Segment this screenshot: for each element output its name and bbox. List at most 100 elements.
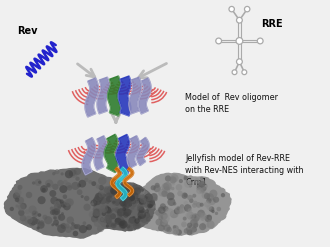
- Circle shape: [76, 224, 81, 229]
- Polygon shape: [116, 167, 127, 201]
- Circle shape: [123, 208, 131, 216]
- Circle shape: [135, 200, 139, 204]
- Circle shape: [144, 212, 150, 218]
- Circle shape: [54, 201, 60, 206]
- Circle shape: [115, 187, 122, 194]
- Circle shape: [119, 221, 123, 226]
- Circle shape: [77, 184, 81, 187]
- Circle shape: [73, 231, 78, 236]
- Circle shape: [118, 188, 122, 192]
- Circle shape: [100, 218, 104, 221]
- Circle shape: [53, 204, 61, 211]
- Circle shape: [37, 222, 45, 229]
- Circle shape: [106, 218, 112, 224]
- Circle shape: [94, 196, 100, 202]
- Circle shape: [91, 215, 98, 223]
- Circle shape: [129, 188, 135, 194]
- Circle shape: [173, 202, 176, 206]
- Circle shape: [64, 199, 71, 206]
- Circle shape: [193, 201, 198, 205]
- Circle shape: [186, 226, 191, 232]
- Circle shape: [145, 209, 149, 213]
- Circle shape: [66, 198, 74, 206]
- Circle shape: [146, 196, 150, 200]
- Circle shape: [161, 183, 170, 191]
- Circle shape: [171, 210, 179, 218]
- Circle shape: [95, 193, 102, 200]
- Circle shape: [138, 186, 142, 190]
- Circle shape: [118, 189, 125, 196]
- Circle shape: [206, 193, 214, 201]
- Circle shape: [190, 218, 198, 226]
- Circle shape: [84, 196, 89, 201]
- Circle shape: [213, 197, 219, 203]
- Circle shape: [131, 192, 139, 200]
- Circle shape: [106, 196, 113, 202]
- Circle shape: [161, 214, 170, 223]
- Circle shape: [53, 220, 59, 226]
- Circle shape: [98, 192, 104, 198]
- Circle shape: [209, 206, 215, 212]
- Circle shape: [132, 202, 137, 207]
- Circle shape: [114, 196, 120, 202]
- Circle shape: [169, 176, 177, 184]
- Circle shape: [145, 198, 148, 202]
- Circle shape: [182, 223, 186, 227]
- Circle shape: [160, 212, 168, 220]
- Circle shape: [127, 194, 135, 202]
- Circle shape: [70, 226, 75, 230]
- Circle shape: [105, 214, 112, 222]
- Circle shape: [176, 184, 182, 191]
- Circle shape: [199, 223, 206, 230]
- Circle shape: [209, 216, 212, 219]
- Circle shape: [148, 204, 151, 208]
- Circle shape: [151, 193, 158, 200]
- Circle shape: [53, 208, 60, 215]
- Polygon shape: [4, 168, 132, 238]
- Circle shape: [189, 229, 194, 234]
- Circle shape: [103, 193, 106, 197]
- Circle shape: [121, 192, 125, 197]
- Circle shape: [60, 223, 67, 229]
- Circle shape: [38, 213, 41, 217]
- Circle shape: [202, 186, 207, 191]
- Circle shape: [135, 223, 141, 229]
- Circle shape: [145, 194, 153, 201]
- Circle shape: [110, 184, 114, 187]
- Circle shape: [124, 196, 132, 203]
- Circle shape: [114, 207, 119, 212]
- Circle shape: [150, 193, 157, 201]
- Circle shape: [107, 191, 111, 196]
- Circle shape: [161, 191, 168, 197]
- Circle shape: [69, 169, 78, 178]
- Circle shape: [65, 182, 71, 188]
- Circle shape: [105, 206, 111, 213]
- Circle shape: [98, 177, 107, 185]
- Circle shape: [105, 216, 109, 221]
- Circle shape: [136, 198, 143, 206]
- Circle shape: [106, 213, 113, 220]
- Circle shape: [200, 215, 206, 221]
- Circle shape: [158, 207, 163, 211]
- Circle shape: [121, 200, 130, 209]
- Circle shape: [207, 205, 212, 210]
- Circle shape: [160, 219, 168, 227]
- Circle shape: [126, 192, 135, 201]
- Circle shape: [57, 224, 66, 233]
- Circle shape: [158, 189, 166, 197]
- Circle shape: [118, 219, 125, 226]
- Circle shape: [121, 226, 125, 229]
- Circle shape: [107, 221, 113, 227]
- Circle shape: [63, 203, 71, 210]
- Circle shape: [89, 211, 95, 218]
- Circle shape: [153, 185, 161, 192]
- Circle shape: [193, 223, 198, 228]
- Circle shape: [35, 219, 40, 224]
- Circle shape: [117, 216, 124, 224]
- Text: RRE: RRE: [261, 19, 282, 29]
- Circle shape: [94, 220, 100, 227]
- Text: Rev: Rev: [17, 25, 38, 36]
- Circle shape: [25, 209, 30, 214]
- Circle shape: [60, 199, 64, 204]
- Circle shape: [216, 207, 221, 211]
